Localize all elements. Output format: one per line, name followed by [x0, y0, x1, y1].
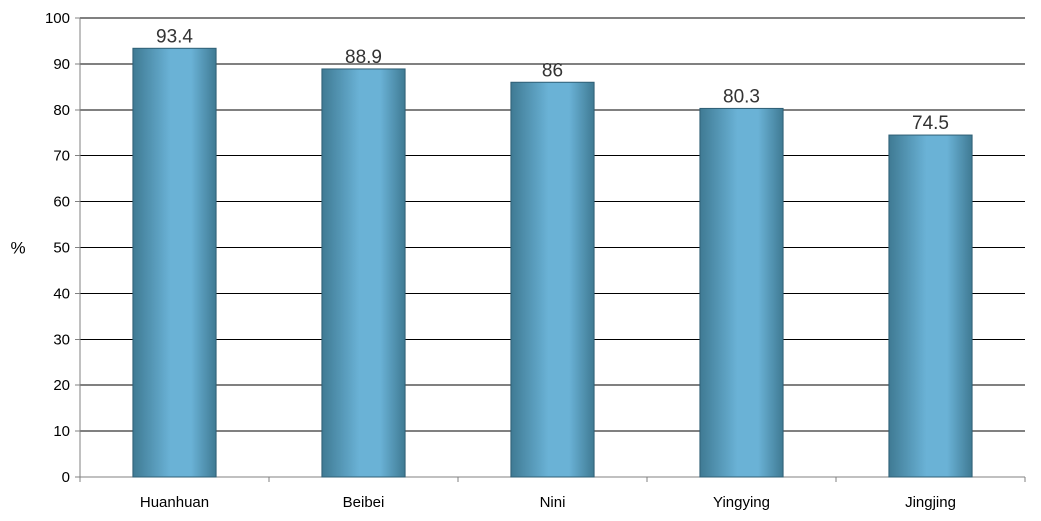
x-tick-label: Beibei: [343, 494, 385, 511]
x-tick-label: Yingying: [713, 494, 770, 511]
x-tick-label: Nini: [540, 494, 566, 511]
y-tick-label: 100: [45, 10, 70, 27]
y-tick-label: 40: [53, 285, 70, 302]
tick-labels: 0 10 20 30 40 50 60 70 80 90 100 Huanhuan Beibei Nini…: [45, 10, 956, 511]
y-tick-label: 10: [53, 423, 70, 440]
y-tick-label: 0: [62, 469, 70, 486]
data-label: 80.3: [723, 86, 760, 107]
bars: [132, 47, 973, 478]
data-label: 74.5: [912, 113, 949, 134]
bar-nini: [510, 81, 595, 478]
bar-beibei: [321, 68, 406, 478]
y-tick-label: 60: [53, 194, 70, 211]
y-tick-label: 80: [53, 102, 70, 119]
x-tick-label: Jingjing: [905, 494, 956, 511]
data-labels: 93.4 88.9 86 80.3 74.5: [156, 26, 949, 134]
y-tick-label: 90: [53, 56, 70, 73]
data-label: 93.4: [156, 26, 193, 47]
x-tick-label: Huanhuan: [140, 494, 209, 511]
y-axis-label: %: [10, 239, 25, 258]
y-tick-label: 30: [53, 331, 70, 348]
data-label: 88.9: [345, 47, 382, 68]
bar-yingying: [699, 107, 784, 478]
bar-jingjing: [888, 134, 973, 478]
bar-huanhuan: [132, 47, 217, 478]
data-label: 86: [542, 60, 563, 81]
y-tick-label: 50: [53, 240, 70, 257]
y-tick-label: 70: [53, 148, 70, 165]
y-tick-label: 20: [53, 377, 70, 394]
